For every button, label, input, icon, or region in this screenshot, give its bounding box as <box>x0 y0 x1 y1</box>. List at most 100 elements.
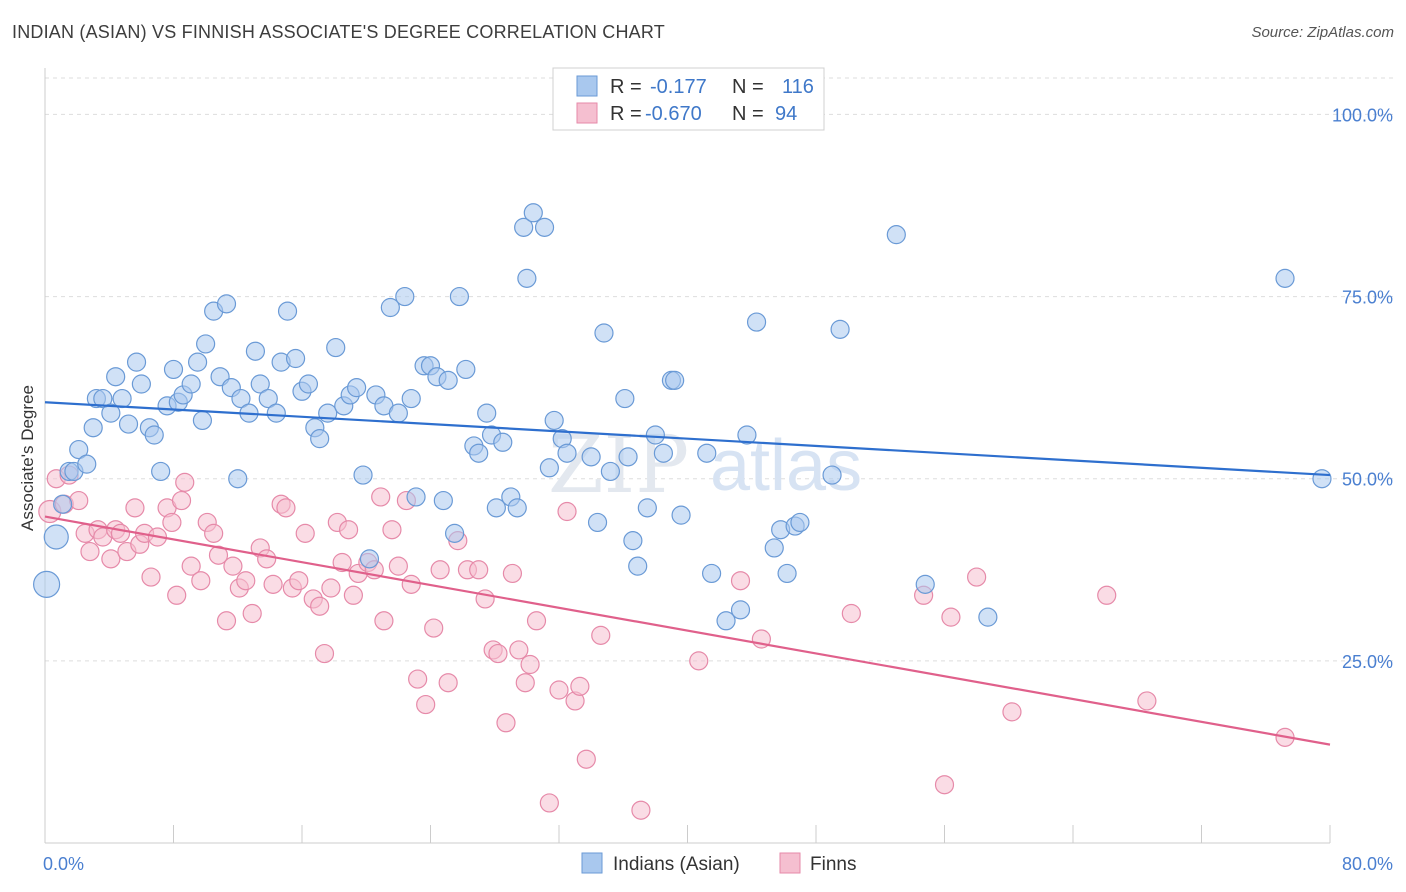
finns-point <box>216 611 237 631</box>
indians-point <box>106 367 126 387</box>
indians-trend-line <box>44 401 1331 477</box>
indians-point <box>310 429 330 449</box>
indians-point <box>1275 268 1295 288</box>
indians-point <box>353 465 373 485</box>
indians-point <box>285 348 306 369</box>
indians-point <box>228 469 248 489</box>
indians-point <box>1312 469 1332 489</box>
indians-points <box>33 203 1332 631</box>
finns-point <box>591 625 611 645</box>
finns-point <box>557 501 577 522</box>
indians-point <box>628 556 648 576</box>
finns-point <box>162 512 182 533</box>
finns-point <box>469 560 489 580</box>
indians-point <box>449 286 470 307</box>
legend-box <box>552 67 825 131</box>
legend-swatch-indians <box>576 75 598 97</box>
indians-point <box>126 352 147 372</box>
finns-point <box>841 603 861 624</box>
finns-point <box>223 556 243 576</box>
indians-point <box>822 465 842 485</box>
legend-n-label-1: N = <box>732 76 764 98</box>
legend-r-value-2: -0.670 <box>645 103 702 125</box>
bottom-legend-swatch-indians <box>581 852 603 874</box>
finns-point <box>388 556 408 576</box>
indians-point <box>359 549 380 569</box>
bottom-legend-finns: Finns <box>810 854 856 875</box>
y-tick-label: 100.0% <box>1332 105 1393 125</box>
indians-point <box>144 425 164 445</box>
bottom-legend: Indians (Asian) Finns <box>581 852 856 875</box>
indians-point <box>395 286 415 307</box>
indians-point <box>93 388 113 409</box>
indians-point <box>69 439 89 460</box>
finns-point <box>570 676 590 696</box>
finns-point <box>382 520 402 540</box>
finns-point <box>502 563 523 584</box>
indians-point <box>539 458 559 478</box>
y-tick-label: 25.0% <box>1342 652 1393 672</box>
finns-point <box>576 749 596 769</box>
indians-point <box>746 312 767 332</box>
indians-point <box>697 443 717 463</box>
finns-point <box>1002 702 1022 722</box>
indians-point <box>701 563 722 584</box>
indians-point <box>523 203 543 223</box>
indians-point <box>444 523 465 543</box>
indians-point <box>477 403 497 423</box>
indians-point <box>790 512 810 533</box>
indians-point <box>637 498 657 518</box>
finns-point <box>276 498 296 518</box>
indians-point <box>830 319 850 339</box>
indians-point <box>517 268 537 288</box>
indians-point <box>326 337 346 358</box>
finns-point <box>80 541 100 562</box>
y-tick-labels: 25.0% 50.0% 75.0% 100.0% <box>1332 105 1393 671</box>
finns-point <box>1137 691 1157 711</box>
indians-point <box>665 370 685 390</box>
finns-point <box>289 571 309 591</box>
legend: R = -0.177 N = 116 R = -0.670 N = 94 <box>552 67 825 131</box>
finns-point <box>438 673 458 693</box>
indians-point <box>581 447 601 467</box>
legend-r-label-1: R = <box>610 76 642 98</box>
finns-point <box>934 775 955 795</box>
finns-point <box>204 523 224 543</box>
indians-point <box>181 374 201 394</box>
indians-point <box>469 443 489 463</box>
indians-point <box>433 490 453 511</box>
bottom-legend-indians: Indians (Asian) <box>613 854 740 875</box>
indians-point <box>618 447 638 467</box>
indians-point <box>298 374 319 394</box>
trend-lines <box>44 401 1331 746</box>
finns-point <box>242 603 262 624</box>
finns-point <box>321 578 341 598</box>
indians-point <box>83 418 103 438</box>
source-label: Source: ZipAtlas.com <box>1251 24 1394 41</box>
indians-point <box>388 403 408 423</box>
finns-point <box>539 793 559 813</box>
indians-point <box>112 388 132 409</box>
indians-point <box>77 454 97 474</box>
indians-point <box>380 297 400 318</box>
indians-point <box>493 432 513 452</box>
finns-point <box>343 585 363 605</box>
finns-point <box>310 596 330 616</box>
indians-point <box>347 378 367 398</box>
finns-point <box>689 651 709 671</box>
y-tick-label: 50.0% <box>1342 470 1393 490</box>
finns-point <box>1097 585 1117 605</box>
finns-point <box>69 490 89 511</box>
indians-point <box>151 461 171 482</box>
legend-r-label-2: R = <box>610 103 642 125</box>
finns-point <box>401 574 421 594</box>
finns-point <box>125 498 145 518</box>
finns-point <box>371 487 391 507</box>
indians-point <box>915 574 935 594</box>
finns-point <box>167 585 187 605</box>
indians-point <box>486 498 506 518</box>
finns-point <box>257 549 277 569</box>
indians-point <box>600 461 621 482</box>
finns-point <box>515 673 535 693</box>
